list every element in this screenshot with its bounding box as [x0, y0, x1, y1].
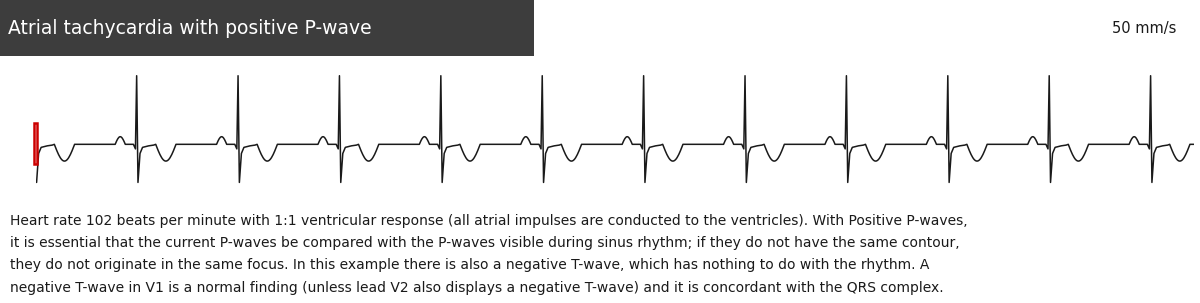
- Text: negative T-wave in V1 is a normal finding (unless lead V2 also displays a negati: negative T-wave in V1 is a normal findin…: [10, 281, 943, 295]
- Text: Atrial tachycardia with positive P-wave: Atrial tachycardia with positive P-wave: [8, 18, 372, 38]
- Text: they do not originate in the same focus. In this example there is also a negativ: they do not originate in the same focus.…: [10, 258, 929, 272]
- Text: V1: V1: [36, 37, 58, 55]
- Text: Heart rate 102 beats per minute with 1:1 ventricular response (all atrial impuls: Heart rate 102 beats per minute with 1:1…: [10, 214, 967, 228]
- Text: it is essential that the current P-waves be compared with the P-waves visible du: it is essential that the current P-waves…: [10, 236, 959, 250]
- Bar: [35, 123, 37, 164]
- Text: 50 mm/s: 50 mm/s: [1111, 21, 1176, 35]
